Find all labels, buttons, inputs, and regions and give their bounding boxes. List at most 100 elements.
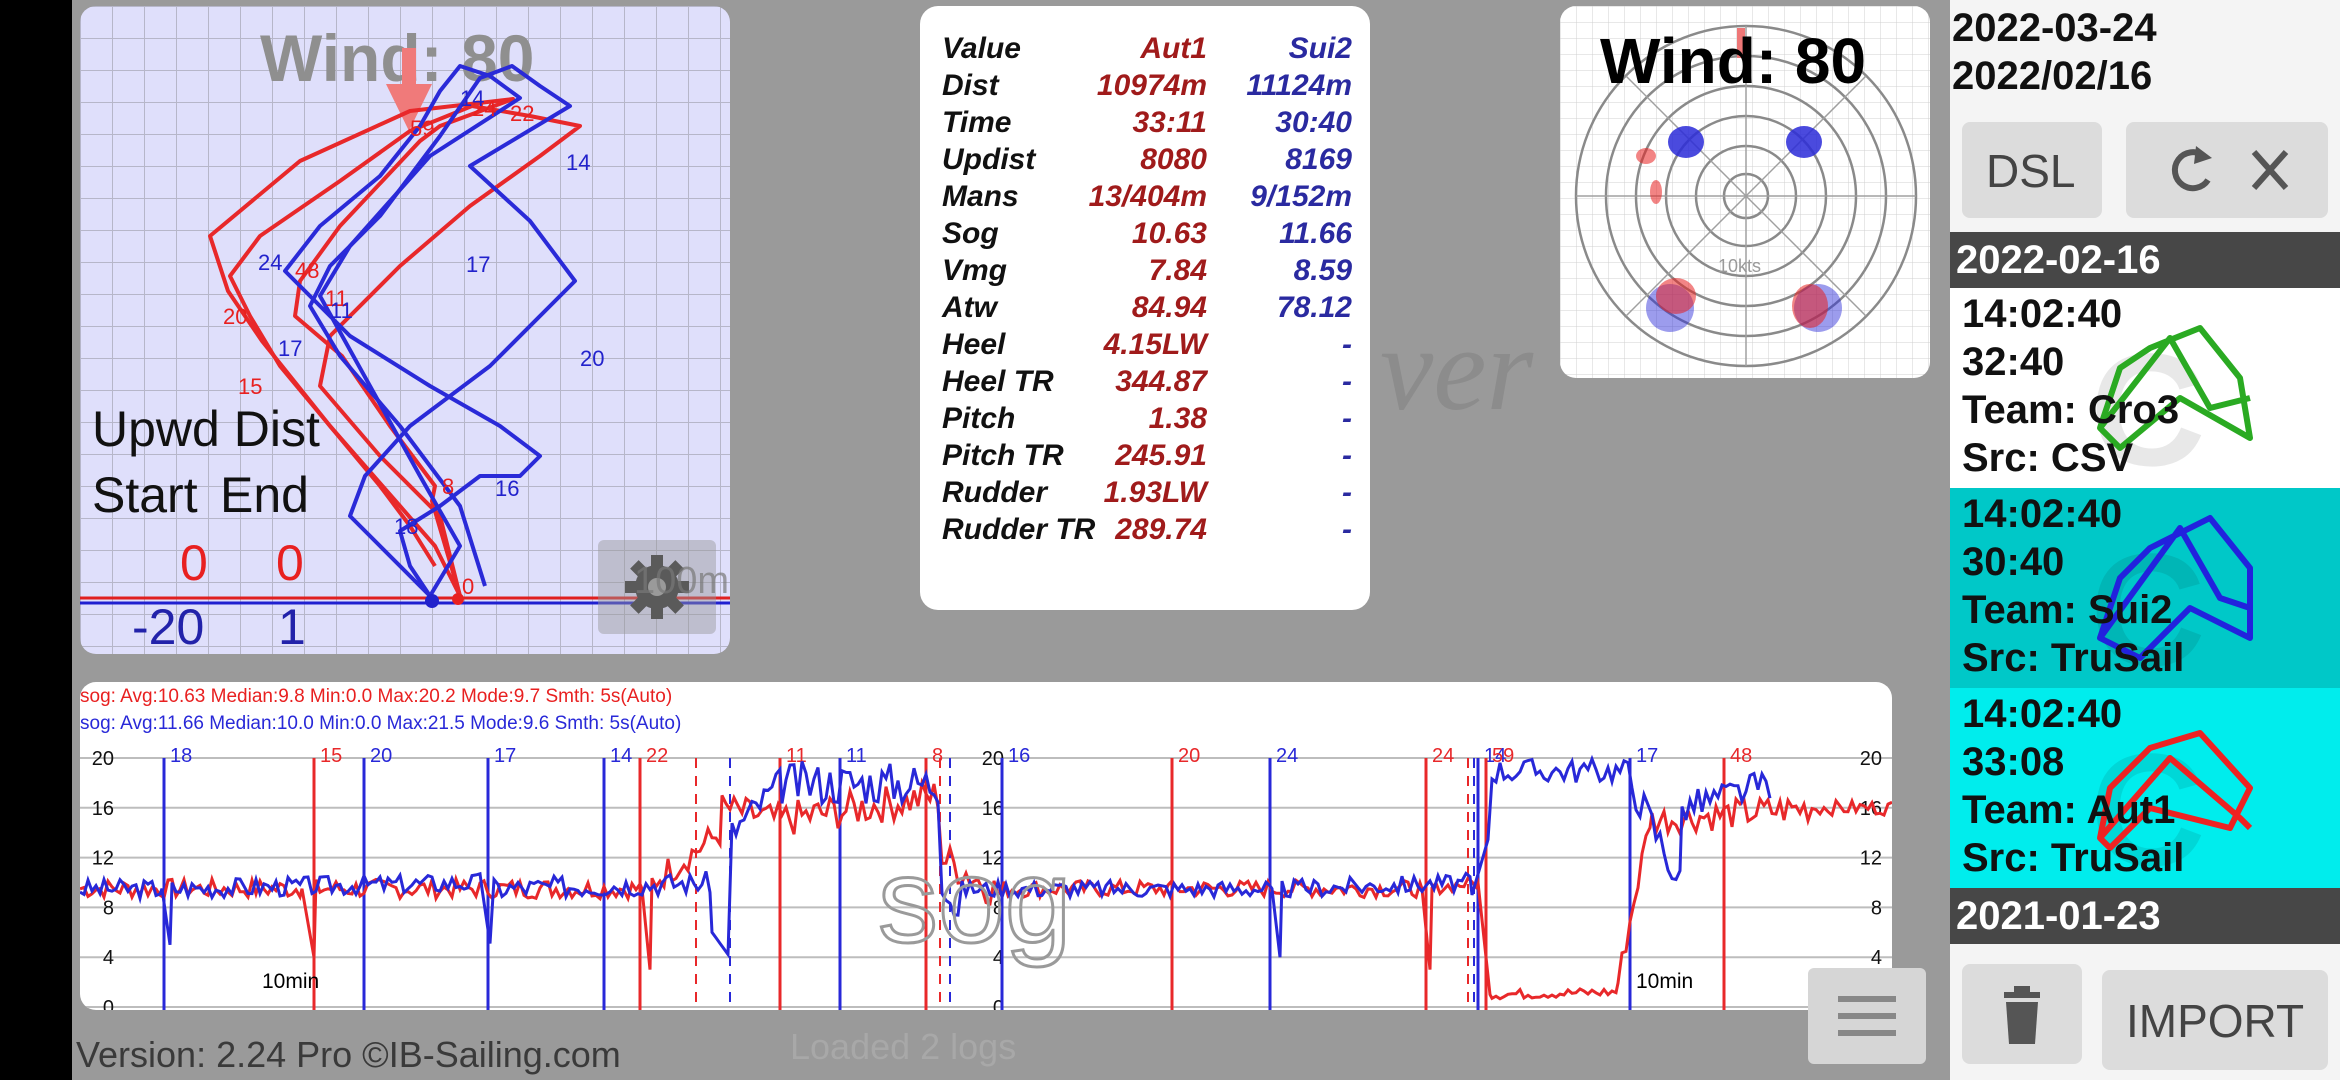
- menu-button[interactable]: [1808, 968, 1926, 1064]
- blue-mark: 17: [278, 336, 302, 361]
- wind-arrow-icon: [386, 48, 432, 131]
- scale-label: 100m: [634, 560, 730, 602]
- red-mark: 11: [325, 286, 348, 311]
- stat-row: Time 33:11 30:40: [942, 106, 1352, 143]
- y-tick-label: 4: [993, 947, 1004, 969]
- blue-mark: 24: [258, 250, 282, 275]
- log-track-thumbnail: [2097, 515, 2253, 661]
- stat-value-aut1: 4.15LW: [1103, 328, 1207, 361]
- red-mark: 24: [472, 96, 496, 121]
- stat-label: Updist: [942, 143, 1036, 176]
- loaded-status: Loaded 2 logs: [790, 1026, 1017, 1067]
- date-group-header[interactable]: 2022-02-16: [1950, 232, 2340, 288]
- import-button[interactable]: IMPORT: [2102, 970, 2328, 1070]
- stat-value-sui2: 78.12: [1276, 291, 1352, 324]
- log-entry[interactable]: C 14:02:40 32:40 Team: Cro3 Src: CSV: [1950, 288, 2340, 499]
- refresh-close-button[interactable]: [2126, 122, 2328, 218]
- maneuver-label: 22: [646, 745, 668, 767]
- red-mark: 20: [223, 304, 247, 329]
- maneuver-label: 24: [1276, 745, 1298, 767]
- upwind-distance-title: Upwd Dist: [92, 401, 320, 457]
- stat-value-sui2: -: [1342, 513, 1352, 546]
- track-plot: 59 24 22 48 11 20 15 8 0 14 14 24 17 11 …: [80, 48, 730, 608]
- maneuver-label: 14: [610, 745, 632, 767]
- stat-value-sui2: 11.66: [1279, 217, 1352, 250]
- stat-value-sui2: 8169: [1285, 143, 1352, 176]
- stat-row: Heel 4.15LW -: [942, 328, 1352, 365]
- maneuver-label: 20: [1178, 745, 1200, 767]
- refresh-icon: [2171, 146, 2289, 192]
- red-mark: 48: [295, 258, 319, 283]
- sog-chart-panel[interactable]: sog: Avg:10.63 Median:9.8 Min:0.0 Max:20…: [80, 682, 1892, 1010]
- blue-mark: 16: [495, 476, 519, 501]
- maneuver-label: 11: [846, 745, 867, 767]
- selected-date: 2022/02/16: [1952, 54, 2153, 98]
- stat-label: Time: [942, 106, 1012, 139]
- stat-row: Mans 13/404m 9/152m: [942, 180, 1352, 217]
- polar-red-points: [1636, 148, 1828, 328]
- polar-plot-panel[interactable]: Wind: 80 10kts: [1560, 6, 1930, 378]
- stat-label: Heel: [942, 328, 1006, 361]
- stat-value-aut1: 8080: [1140, 143, 1207, 176]
- maneuver-label: 8: [932, 745, 943, 767]
- delete-button[interactable]: [1962, 964, 2082, 1064]
- y-tick-label: 8: [1871, 897, 1882, 919]
- hamburger-icon: [1838, 996, 1896, 1036]
- stat-label: Heel TR: [942, 365, 1054, 398]
- log-team: Team: Cro3: [1962, 388, 2180, 432]
- maneuver-label: 20: [370, 745, 392, 767]
- stat-value-aut1: 1.93LW: [1103, 476, 1207, 509]
- log-team: Team: Sui2: [1962, 588, 2173, 632]
- stat-label: Mans: [942, 180, 1019, 213]
- red-mark: 59: [410, 116, 434, 141]
- stats-comparison-table: Value Aut1 Sui2 Dist 10974m 11124m Time 33:11 30…: [920, 6, 1370, 610]
- sog-chart: 2020201616161212128884440001815201714221…: [80, 745, 1892, 1010]
- y-tick-label: 8: [993, 897, 1004, 919]
- stat-value-aut1: 344.87: [1115, 365, 1207, 398]
- stat-label: Sog: [942, 217, 999, 250]
- log-src: Src: TruSail: [1962, 636, 2185, 680]
- log-src: Src: CSV: [1962, 436, 2134, 480]
- stat-row: Heel TR 344.87 -: [942, 365, 1352, 402]
- stat-row: Rudder TR 289.74 -: [942, 513, 1352, 550]
- time-scale-label: 10min: [1636, 970, 1693, 993]
- time-scale-label: 10min: [262, 970, 319, 993]
- blue-mark: 20: [580, 346, 604, 371]
- stat-value-sui2: -: [1342, 402, 1352, 435]
- wind-arrow-icon: [1737, 28, 1745, 58]
- maneuver-label: 18: [170, 745, 192, 767]
- stat-label: Pitch TR: [942, 439, 1064, 472]
- y-tick-label: 20: [1860, 748, 1882, 770]
- log-track-thumbnail: [2097, 730, 2253, 851]
- current-date: 2022-03-24: [1952, 6, 2157, 50]
- log-track-thumbnail: [2097, 325, 2253, 451]
- start-label: Start: [92, 467, 198, 523]
- log-duration: 32:40: [1962, 340, 2065, 384]
- y-tick-label: 8: [103, 897, 114, 919]
- log-duration: 30:40: [1962, 540, 2065, 584]
- y-tick-label: 12: [92, 848, 114, 870]
- wind-direction-label: Wind: 80: [260, 21, 535, 95]
- stat-row: Vmg 7.84 8.59: [942, 254, 1352, 291]
- maneuver-label: 17: [494, 745, 516, 767]
- red-mark: 22: [510, 101, 534, 126]
- y-tick-label: 20: [982, 748, 1004, 770]
- settings-button[interactable]: 100m: [598, 540, 729, 634]
- log-time: 14:02:40: [1962, 492, 2123, 536]
- stat-value-aut1: 1.38: [1148, 402, 1207, 435]
- log-entry[interactable]: C 14:02:40 30:40 Team: Sui2 Src: TruSail: [1950, 488, 2340, 699]
- import-label: IMPORT: [2126, 995, 2305, 1047]
- dsl-button[interactable]: DSL: [1962, 122, 2102, 218]
- sog-watermark: sog: [876, 833, 1072, 970]
- y-tick-label: 16: [982, 798, 1004, 820]
- trash-icon: [2004, 986, 2040, 1044]
- red-end-value: 0: [276, 535, 304, 591]
- stat-value-aut1: 10.63: [1131, 217, 1207, 250]
- date-group-header[interactable]: 2021-01-23: [1950, 888, 2340, 944]
- maneuver-label: 16: [1008, 745, 1030, 767]
- track-map-panel[interactable]: Wind: 80 59 24 22 48 11 20 15 8 0 14 14 …: [80, 6, 730, 654]
- blue-track: [308, 64, 577, 598]
- red-sog-legend: sog: Avg:10.63 Median:9.8 Min:0.0 Max:20…: [80, 686, 673, 707]
- stat-value-sui2: -: [1342, 328, 1352, 361]
- log-entry[interactable]: C 14:02:40 33:08 Team: Aut1 Src: TruSail: [1950, 688, 2340, 899]
